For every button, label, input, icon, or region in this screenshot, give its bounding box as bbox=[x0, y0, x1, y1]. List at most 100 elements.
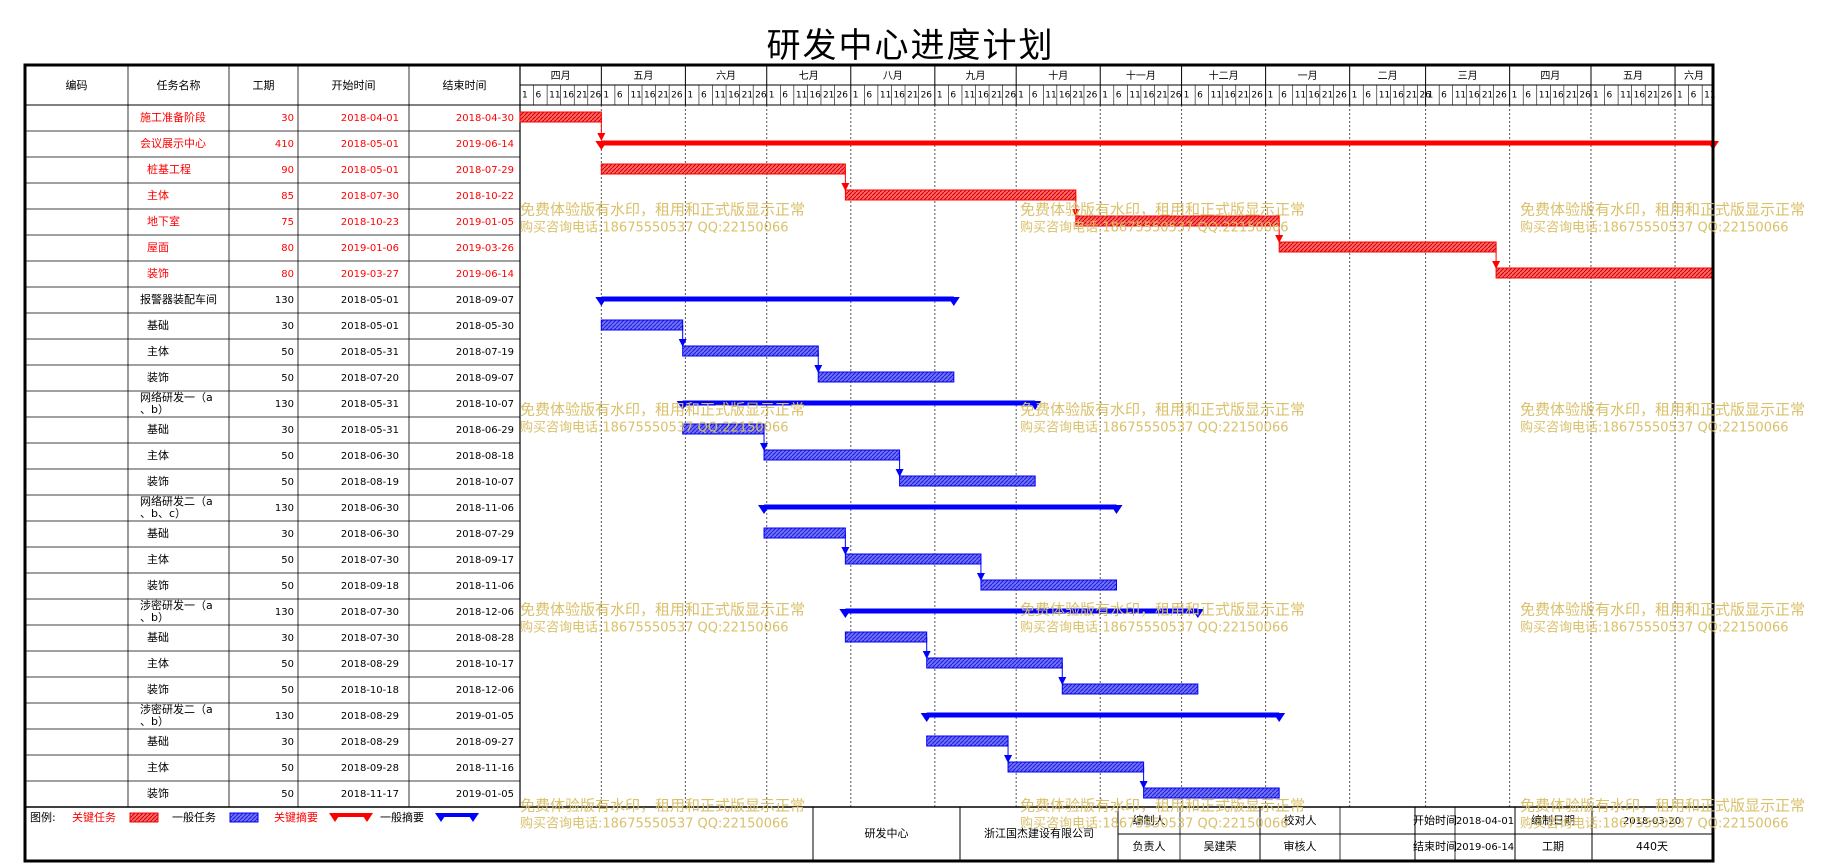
task-start: 2018-05-31 bbox=[341, 425, 399, 436]
critical-task-bar bbox=[1495, 267, 1714, 279]
task-end: 2019-01-05 bbox=[456, 789, 514, 800]
task-name: 主体 bbox=[147, 448, 169, 462]
task-duration: 50 bbox=[281, 373, 294, 384]
day-tick-label: 1 bbox=[522, 91, 528, 101]
general-task-bar bbox=[844, 631, 928, 643]
footer-end-value: 2019-06-14 bbox=[1456, 842, 1514, 853]
day-tick-label: 21 bbox=[1322, 91, 1333, 101]
task-duration: 80 bbox=[281, 269, 294, 280]
month-label: 五月 bbox=[1623, 70, 1643, 82]
summary-cap-start bbox=[839, 609, 852, 618]
summary-cap-start bbox=[595, 141, 608, 150]
day-tick-label: 6 bbox=[1691, 91, 1697, 101]
day-tick-label: 1 bbox=[1184, 91, 1190, 101]
watermark-line1: 免费体验版有水印，租用和正式版显示正常 bbox=[1020, 201, 1305, 219]
summary-bar bbox=[926, 712, 1280, 718]
chart-border bbox=[23, 63, 1715, 863]
task-name: 装饰 bbox=[147, 682, 169, 696]
day-tick-label: 11 bbox=[1539, 91, 1550, 101]
day-tick-label: 16 bbox=[1308, 91, 1320, 101]
footer-start-label: 开始时间 bbox=[1413, 813, 1457, 827]
day-tick-label: 1 bbox=[1512, 91, 1518, 101]
critical-task-bar bbox=[844, 189, 1077, 201]
task-name: 报警器装配车间 bbox=[140, 292, 217, 306]
summary-cap-start bbox=[920, 713, 933, 722]
summary-cap-start bbox=[595, 297, 608, 306]
watermark-line2: 购买咨询电话:18675550537 QQ:22150066 bbox=[1020, 620, 1289, 636]
day-tick-label: 11 bbox=[1211, 91, 1222, 101]
day-tick-label: 26 bbox=[1086, 91, 1098, 101]
day-tick-label: 21 bbox=[1566, 91, 1577, 101]
footer-responsible-label: 负责人 bbox=[1133, 839, 1166, 853]
footer-compile-date-label: 编制日期 bbox=[1531, 813, 1575, 827]
day-tick-label: 1 bbox=[1018, 91, 1024, 101]
task-start: 2018-10-18 bbox=[341, 685, 399, 696]
day-tick-label: 26 bbox=[671, 91, 683, 101]
general-task-bar bbox=[926, 735, 1009, 747]
day-tick-label: 1 bbox=[603, 91, 609, 101]
page-title: 研发中心进度计划 bbox=[766, 26, 1055, 66]
day-tick-label: 26 bbox=[590, 91, 602, 101]
task-start: 2018-06-30 bbox=[341, 451, 399, 462]
day-tick-label: 26 bbox=[1170, 91, 1182, 101]
day-tick-label: 6 bbox=[536, 91, 542, 101]
task-name: 主体 bbox=[147, 760, 169, 774]
day-tick-label: 26 bbox=[1251, 91, 1263, 101]
day-tick-label: 1 bbox=[1593, 91, 1599, 101]
task-start: 2018-04-01 bbox=[341, 113, 399, 124]
task-end: 2019-03-26 bbox=[456, 243, 514, 254]
summary-cap-end bbox=[947, 297, 960, 306]
task-name: 网络研发一（a bbox=[140, 390, 213, 404]
general-task-bar bbox=[600, 319, 684, 331]
day-tick-label: 21 bbox=[907, 91, 918, 101]
day-tick-label: 21 bbox=[658, 91, 669, 101]
footer-compiled-by-label: 编制人 bbox=[1133, 813, 1166, 827]
summary-bar bbox=[845, 608, 1198, 614]
day-tick-label: 6 bbox=[617, 91, 623, 101]
task-name: 装饰 bbox=[147, 786, 169, 800]
day-tick-label: 11 bbox=[796, 91, 807, 101]
task-start: 2018-05-01 bbox=[341, 139, 399, 150]
month-label: 三月 bbox=[1458, 70, 1478, 82]
summary-cap-end bbox=[1110, 505, 1123, 514]
task-name: 、b） bbox=[140, 403, 169, 416]
day-tick-label: 21 bbox=[1156, 91, 1167, 101]
legend-critical-task-swatch bbox=[129, 812, 159, 823]
day-tick-label: 11 bbox=[880, 91, 891, 101]
day-tick-label: 16 bbox=[1392, 91, 1404, 101]
day-tick-label: 6 bbox=[1032, 91, 1038, 101]
summary-cap-end bbox=[1191, 609, 1204, 618]
month-label: 六月 bbox=[716, 70, 736, 82]
task-name: 网络研发二（a bbox=[140, 494, 213, 508]
month-label: 八月 bbox=[883, 70, 903, 82]
day-tick-label: 6 bbox=[866, 91, 872, 101]
day-tick-label: 16 bbox=[644, 91, 656, 101]
month-label: 十月 bbox=[1048, 69, 1068, 82]
task-name: 涉密研发二（a bbox=[140, 702, 213, 716]
legend-item-label: 一般摘要 bbox=[380, 810, 424, 824]
watermark-line2: 购买咨询电话:18675550537 QQ:22150066 bbox=[520, 220, 789, 236]
month-label: 九月 bbox=[966, 70, 986, 82]
task-end: 2018-06-29 bbox=[456, 425, 514, 436]
watermark-line2: 购买咨询电话:18675550537 QQ:22150066 bbox=[1520, 816, 1789, 832]
task-end: 2018-11-06 bbox=[456, 503, 514, 514]
task-duration: 50 bbox=[281, 451, 294, 462]
task-start: 2018-05-31 bbox=[341, 399, 399, 410]
task-duration: 30 bbox=[281, 113, 294, 124]
header-duration: 工期 bbox=[253, 79, 275, 92]
task-name: 、b） bbox=[140, 611, 169, 624]
legend-item-label: 一般任务 bbox=[172, 811, 216, 824]
task-name: 基础 bbox=[147, 319, 169, 332]
day-tick-label: 21 bbox=[1238, 91, 1249, 101]
watermark-line1: 免费体验版有水印，租用和正式版显示正常 bbox=[520, 201, 805, 219]
day-tick-label: 6 bbox=[1441, 91, 1447, 101]
footer-checked-by-label: 校对人 bbox=[1284, 813, 1317, 827]
header-code: 编码 bbox=[66, 78, 88, 92]
task-start: 2019-03-27 bbox=[341, 269, 399, 280]
day-tick-label: 16 bbox=[1143, 91, 1155, 101]
day-tick-label: 1 bbox=[769, 91, 775, 101]
day-tick-label: 11 bbox=[1379, 91, 1390, 101]
day-tick-label: 6 bbox=[1365, 91, 1371, 101]
watermark-line1: 免费体验版有水印，租用和正式版显示正常 bbox=[1520, 401, 1805, 419]
